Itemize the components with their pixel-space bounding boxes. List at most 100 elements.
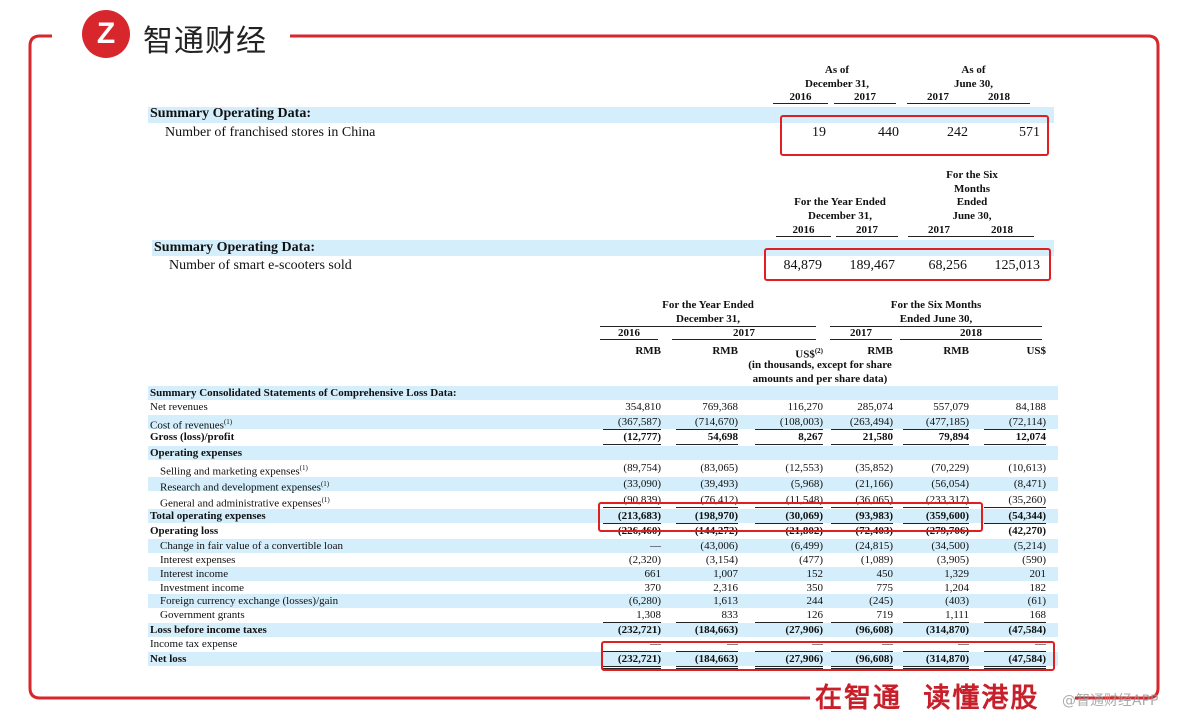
row-label: Summary Consolidated Statements of Compr… xyxy=(150,386,457,400)
row-label: Operating expenses xyxy=(150,446,242,460)
value-cell: (3,905) xyxy=(936,554,969,566)
value-cell: 285,074 xyxy=(857,401,893,413)
footnote-ref: (2) xyxy=(814,347,823,355)
table-row: Research and development expenses(1) (33,… xyxy=(148,477,1058,494)
value-cell: (72,114) xyxy=(984,415,1046,430)
value-cell: (47,584) xyxy=(984,652,1046,669)
value-cell: (83,065) xyxy=(700,462,738,474)
value-cell: (33,090) xyxy=(623,478,661,490)
value-cell: 1,613 xyxy=(713,595,738,607)
value-cell: — xyxy=(755,637,823,652)
value-cell: (3,154) xyxy=(705,554,738,566)
value-cell: (70,229) xyxy=(931,462,969,474)
value-cell: 350 xyxy=(806,582,824,594)
year-header: 2017 xyxy=(672,327,816,340)
value-cell: (245) xyxy=(869,595,893,607)
value-cell: (93,983) xyxy=(831,509,893,524)
t3-group1: For the Year Ended December 31, xyxy=(600,299,816,327)
value-cell: (5,214) xyxy=(1013,540,1046,552)
value-cell: (1,089) xyxy=(860,554,893,566)
value-cell: 661 xyxy=(644,568,662,580)
footnote-ref: (1) xyxy=(320,480,330,488)
value-cell: 116,270 xyxy=(787,401,823,413)
year-header: 2018 xyxy=(968,91,1030,104)
value-cell: (21,166) xyxy=(855,478,893,490)
t1-group2: As of June 30, xyxy=(953,64,994,90)
row-label: Foreign currency exchange (losses)/gain xyxy=(160,594,338,608)
value-cell: (54,344) xyxy=(984,509,1046,524)
row-label-text: Operating loss xyxy=(150,525,219,537)
year-header: 2016 xyxy=(776,224,831,237)
value-cell: (8,471) xyxy=(1013,478,1046,490)
value-cell: (184,663) xyxy=(676,652,738,669)
row-label-text: Interest expenses xyxy=(160,554,236,566)
row-label-text: Loss before income taxes xyxy=(150,624,267,636)
value-cell: 68,256 xyxy=(928,258,968,273)
value-cell: (34,500) xyxy=(931,540,969,552)
row-label-text: Operating expenses xyxy=(150,447,242,459)
value-cell: 1,308 xyxy=(603,608,661,623)
value-cell: 450 xyxy=(876,568,894,580)
value-cell: — xyxy=(984,637,1046,652)
value-cell: (232,721) xyxy=(617,624,661,636)
footnote-ref: (1) xyxy=(321,496,330,504)
row-label: Total operating expenses xyxy=(150,509,266,523)
highlight-box xyxy=(780,115,1049,156)
row-label: Net loss xyxy=(150,652,186,666)
t3-units-note: (in thousands, except for share amounts … xyxy=(748,359,892,385)
table-row: Investment income 370 2,316 350 775 1,204 182 xyxy=(148,581,1058,595)
value-cell: 126 xyxy=(755,608,823,623)
row-label-text: Net loss xyxy=(150,653,187,665)
row-label: Interest income xyxy=(160,567,228,581)
row-label: Investment income xyxy=(160,581,244,595)
value-cell: (89,754) xyxy=(623,462,661,474)
value-cell: 242 xyxy=(947,125,968,140)
row-label: Income tax expense xyxy=(150,637,237,651)
value-cell: (314,870) xyxy=(903,652,969,669)
value-cell: (477) xyxy=(799,554,823,566)
watermark: @智通财经APP xyxy=(1062,693,1159,709)
value-cell: (30,069) xyxy=(755,509,823,524)
table-row: Operating expenses xyxy=(148,446,1058,460)
logo-text: 智通财经 xyxy=(143,24,267,59)
value-cell: (27,906) xyxy=(755,652,823,669)
row-label-text: Income tax expense xyxy=(150,638,238,650)
value-cell: (96,608) xyxy=(855,624,893,636)
value-cell: (27,906) xyxy=(785,624,823,636)
value-cell: — xyxy=(903,637,969,652)
table-row: Interest income 661 1,007 152 450 1,329 201 xyxy=(148,567,1058,581)
value-cell: (2,320) xyxy=(628,554,661,566)
currency-header: US$(2) xyxy=(763,345,823,362)
highlight-box xyxy=(598,502,983,532)
row-label-text: Total operating expenses xyxy=(150,510,266,522)
table-row: Loss before income taxes (232,721) (184,66… xyxy=(148,623,1058,637)
t2-group2: For the Six Months Ended June 30, xyxy=(946,169,998,222)
table-row: Interest expenses (2,320) (3,154) (477) (1,0… xyxy=(148,553,1058,567)
value-cell: 125,013 xyxy=(994,258,1041,273)
value-cell: 440 xyxy=(878,125,899,140)
table-row: Net revenues 354,810 769,368 116,270 285,074… xyxy=(148,400,1058,414)
value-cell: (96,608) xyxy=(831,652,893,669)
value-cell: 84,879 xyxy=(783,258,823,273)
value-cell: 1,204 xyxy=(944,582,969,594)
value-cell: 201 xyxy=(1029,568,1047,580)
value-cell: 1,007 xyxy=(713,568,738,580)
value-cell: 244 xyxy=(806,595,824,607)
value-cell: — xyxy=(676,637,738,652)
value-cell: (314,870) xyxy=(925,624,969,636)
row-label: Gross (loss)/profit xyxy=(150,430,234,444)
year-header: 2017 xyxy=(836,224,898,237)
value-cell: 19 xyxy=(812,125,826,140)
row-label-text: Selling and marketing expenses xyxy=(160,465,300,478)
t1-band xyxy=(148,107,1054,123)
value-cell: 152 xyxy=(806,568,824,580)
value-cell: 168 xyxy=(984,608,1046,623)
row-label-text: Investment income xyxy=(160,582,245,594)
table-row: Income tax expense — — — — — — xyxy=(148,637,1058,652)
row-label-text: Foreign currency exchange (losses)/gain xyxy=(160,595,339,607)
value-cell: 1,111 xyxy=(903,608,969,623)
currency-header: RMB xyxy=(635,345,661,357)
value-cell: (198,970) xyxy=(676,509,738,524)
value-cell: 833 xyxy=(676,608,738,623)
